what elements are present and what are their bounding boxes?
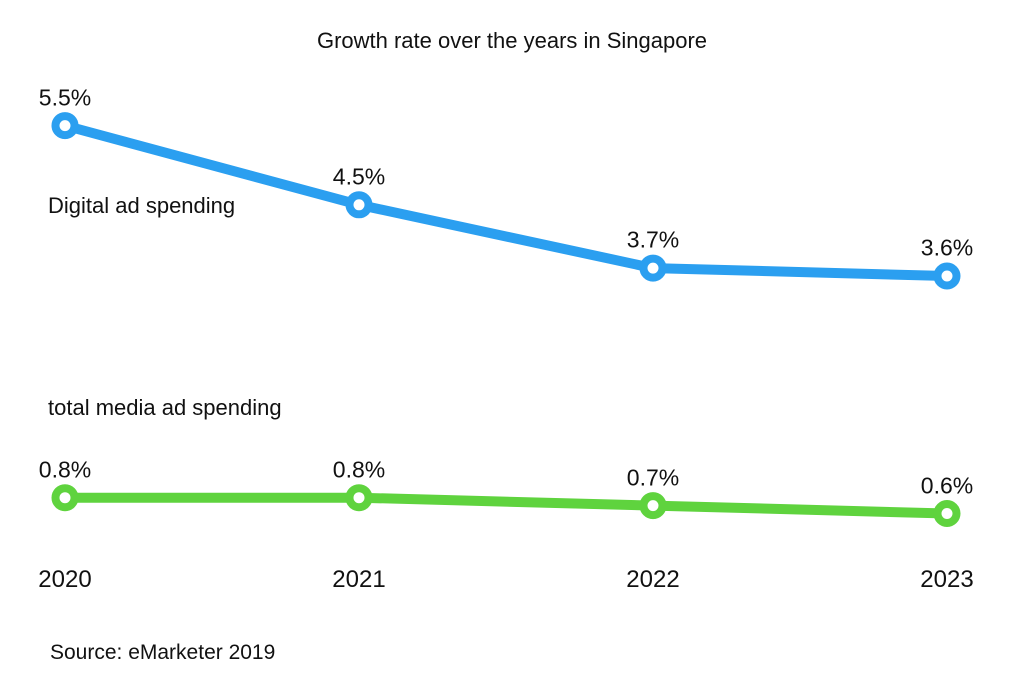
- data-label: 5.5%: [38, 83, 92, 110]
- series-label-total-media-ad-spending: total media ad spending: [48, 395, 282, 420]
- data-label: 4.5%: [332, 163, 386, 190]
- data-label: 0.8%: [38, 456, 92, 483]
- series-line-1: [60, 492, 952, 519]
- series-line-0: [60, 120, 952, 281]
- data-point-marker: [933, 262, 961, 290]
- data-point-marker: [345, 191, 373, 219]
- data-point-marker: [345, 484, 373, 512]
- chart-title: Growth rate over the years in Singapore: [316, 28, 708, 53]
- data-point-marker: [639, 492, 667, 520]
- data-label: 0.7%: [626, 463, 680, 490]
- data-point-marker: [933, 500, 961, 527]
- data-point-marker: [51, 112, 79, 140]
- data-label: 0.8%: [332, 456, 386, 483]
- data-point-marker: [51, 484, 79, 512]
- data-point-marker: [639, 254, 667, 282]
- series-label-digital-ad-spending: Digital ad spending: [48, 193, 236, 218]
- source-note: Source: eMarketer 2019: [50, 641, 276, 664]
- data-label: 3.6%: [920, 234, 974, 261]
- x-tick-label: 2022: [626, 566, 680, 593]
- data-label: 3.7%: [626, 226, 680, 253]
- data-label: 0.6%: [920, 471, 974, 498]
- x-tick-label: 2021: [332, 566, 386, 593]
- x-tick-label: 2020: [38, 566, 92, 593]
- x-tick-label: 2023: [920, 566, 974, 593]
